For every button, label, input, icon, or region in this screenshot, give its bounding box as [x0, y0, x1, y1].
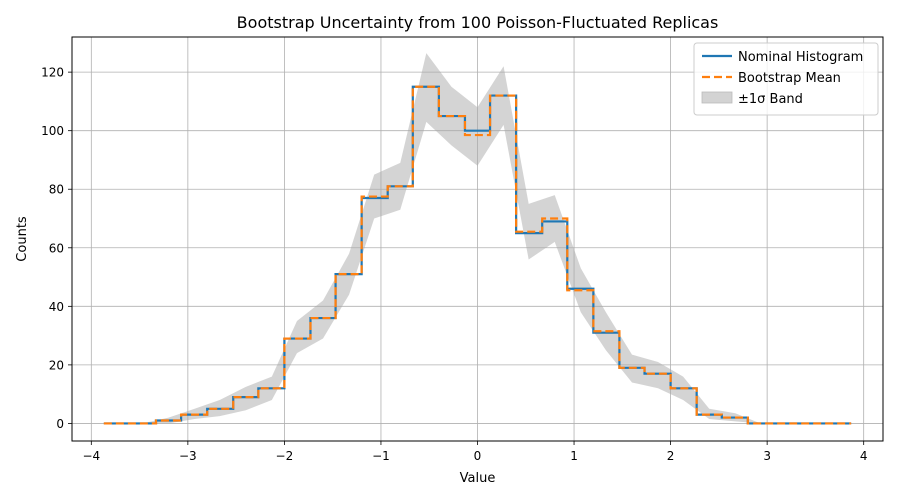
legend-label-band: ±1σ Band: [738, 92, 803, 107]
x-tick-label: −4: [82, 449, 100, 463]
x-tick-label: −2: [276, 449, 294, 463]
y-tick-label: 0: [56, 417, 64, 431]
legend: Nominal Histogram Bootstrap Mean ±1σ Ban…: [693, 42, 879, 116]
x-tick-label: 2: [667, 449, 675, 463]
legend-swatch-band: [701, 91, 733, 104]
sigma-band-layer: [117, 53, 838, 424]
x-tick-label: 1: [570, 449, 578, 463]
x-axis-ticks: −4 −3 −2 −1 0 1 2 3 4: [82, 441, 868, 463]
x-tick-label: 0: [474, 449, 482, 463]
y-tick-label: 100: [41, 124, 64, 138]
legend-label-bootstrap-mean: Bootstrap Mean: [738, 71, 841, 86]
x-tick-label: −1: [372, 449, 390, 463]
x-tick-label: 3: [763, 449, 771, 463]
sigma-band: [117, 53, 838, 424]
legend-label-nominal: Nominal Histogram: [738, 50, 863, 65]
y-axis-label: Counts: [15, 216, 30, 262]
chart-title: Bootstrap Uncertainty from 100 Poisson-F…: [237, 13, 719, 32]
bootstrap-mean-line: [103, 85, 852, 425]
y-tick-label: 80: [49, 183, 64, 197]
x-axis-label: Value: [460, 471, 496, 486]
y-tick-label: 60: [49, 241, 64, 255]
y-tick-label: 20: [49, 358, 64, 372]
y-tick-label: 120: [41, 66, 64, 80]
y-axis-ticks: 0 20 40 60 80 100 120: [41, 66, 72, 431]
y-tick-label: 40: [49, 300, 64, 314]
legend-box: [693, 42, 879, 116]
x-tick-label: −3: [179, 449, 197, 463]
series-layer: [103, 85, 852, 425]
x-tick-label: 4: [860, 449, 868, 463]
